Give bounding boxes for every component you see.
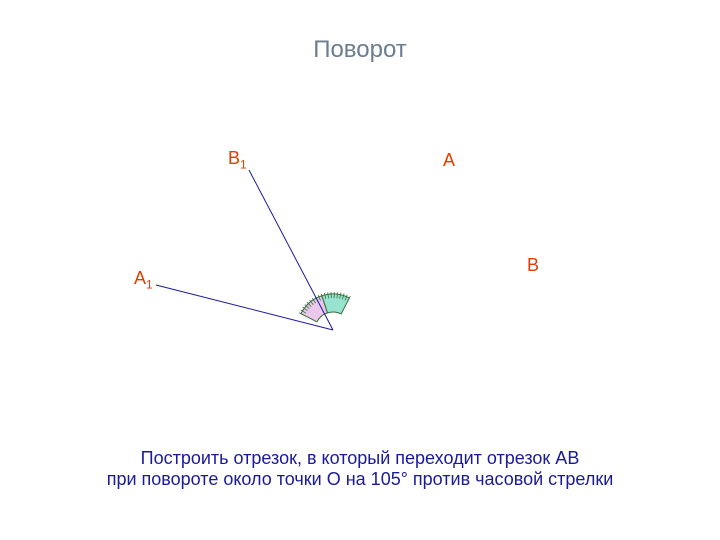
- caption-line1: Построить отрезок, в который переходит о…: [0, 448, 720, 469]
- caption-block: Построить отрезок, в который переходит о…: [0, 448, 720, 490]
- caption-line2: при повороте около точки О на 105° проти…: [0, 469, 720, 490]
- line-o-b1: [249, 170, 333, 330]
